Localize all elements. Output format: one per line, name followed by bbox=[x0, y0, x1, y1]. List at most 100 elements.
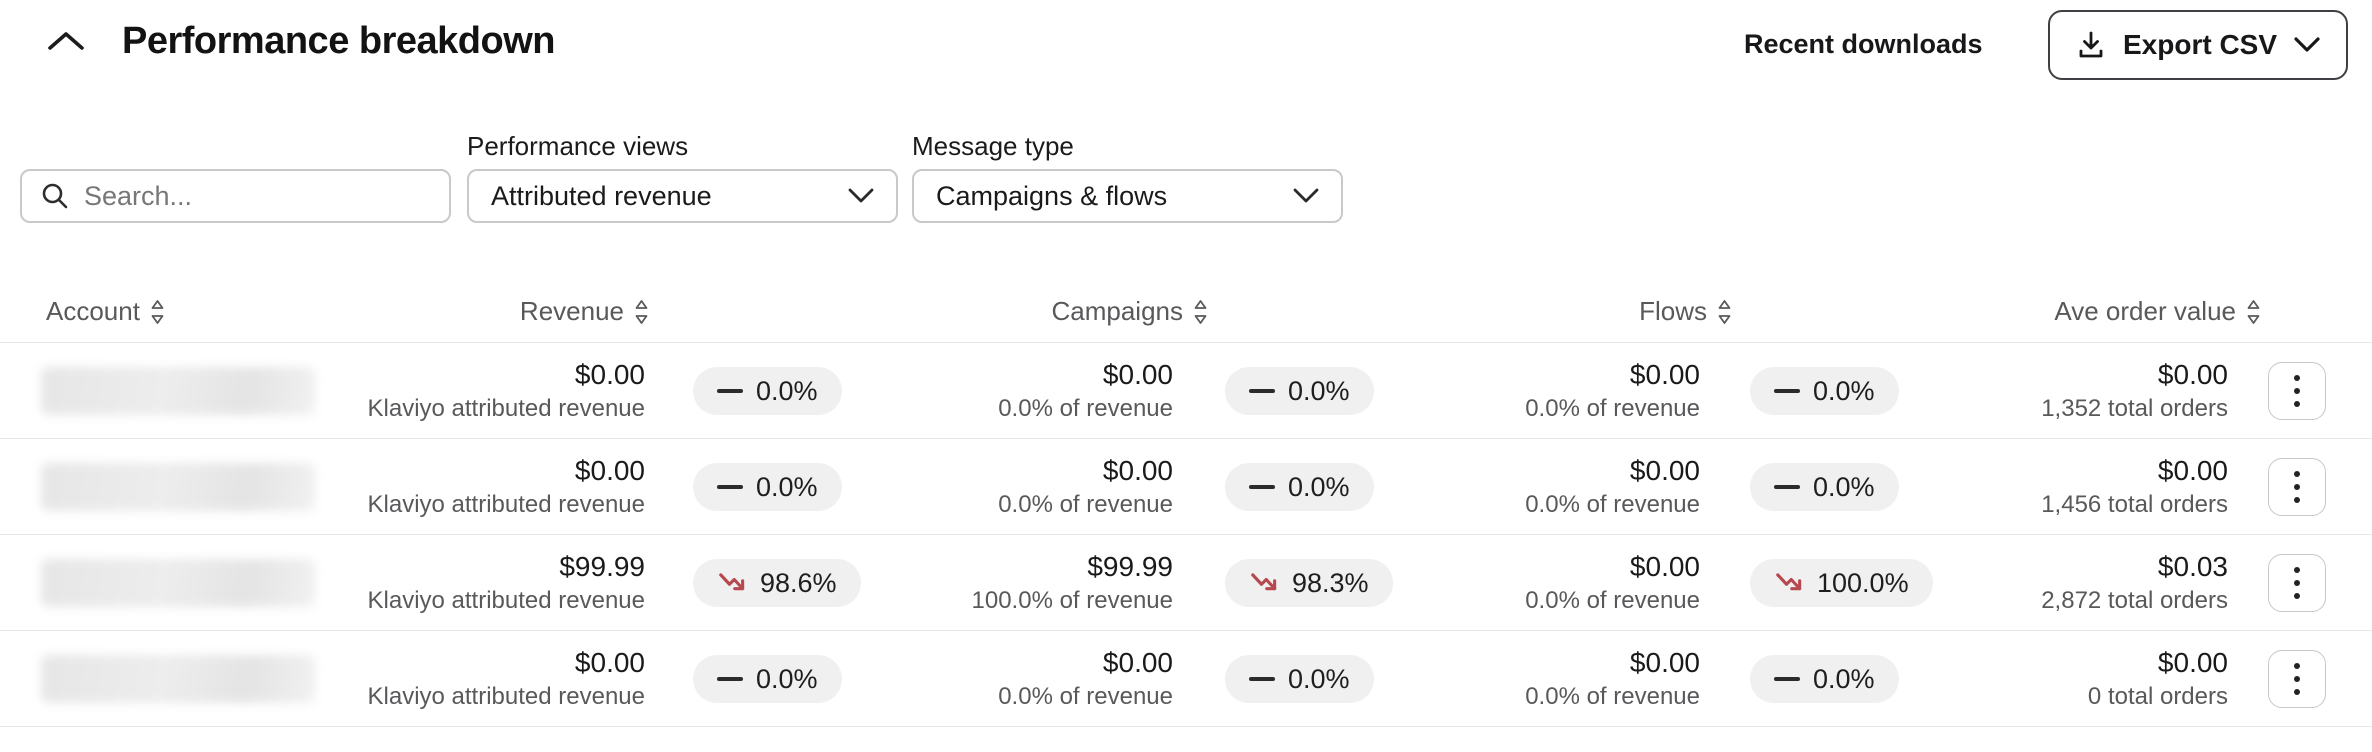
campaigns-cell: $0.00 0.0% of revenue bbox=[998, 453, 1173, 521]
flows-subtext: 0.0% of revenue bbox=[1525, 683, 1700, 710]
ave-order-value-cell: $0.00 0 total orders bbox=[2088, 645, 2228, 713]
kebab-dot bbox=[2294, 484, 2300, 490]
column-header-account[interactable]: Account bbox=[46, 296, 166, 327]
performance-views-dropdown[interactable]: Attributed revenue bbox=[467, 169, 898, 223]
campaigns-change-badge: 0.0% bbox=[1225, 463, 1374, 511]
campaigns-change-badge: 0.0% bbox=[1225, 655, 1374, 703]
campaigns-change-value: 0.0% bbox=[1288, 471, 1350, 502]
campaigns-cell: $99.99 100.0% of revenue bbox=[972, 549, 1173, 617]
kebab-dot bbox=[2294, 663, 2300, 669]
revenue-change-badge: 0.0% bbox=[693, 367, 842, 415]
flows-change-badge: 0.0% bbox=[1750, 655, 1899, 703]
export-csv-button[interactable]: Export CSV bbox=[2048, 10, 2348, 80]
performance-table: Account Revenue Campaigns Flows bbox=[0, 294, 2372, 727]
message-type-dropdown[interactable]: Campaigns & flows bbox=[912, 169, 1343, 223]
row-actions-kebab-button[interactable] bbox=[2268, 458, 2326, 516]
message-type-value: Campaigns & flows bbox=[936, 180, 1168, 211]
search-input[interactable] bbox=[84, 180, 438, 212]
search-box bbox=[20, 169, 451, 223]
account-name-redacted bbox=[41, 367, 315, 415]
page-title: Performance breakdown bbox=[122, 20, 555, 62]
flows-change-value: 100.0% bbox=[1817, 567, 1909, 598]
row-actions-kebab-button[interactable] bbox=[2268, 650, 2326, 708]
column-header-label: Account bbox=[46, 296, 140, 326]
campaigns-cell: $0.00 0.0% of revenue bbox=[998, 357, 1173, 425]
ave-order-value-cell: $0.00 1,352 total orders bbox=[2041, 357, 2228, 425]
flows-value: $0.00 bbox=[1629, 455, 1700, 486]
flows-change-badge: 0.0% bbox=[1750, 463, 1899, 511]
campaigns-subtext: 100.0% of revenue bbox=[971, 587, 1173, 614]
revenue-value: $99.99 bbox=[559, 551, 645, 582]
kebab-dot bbox=[2294, 593, 2300, 599]
kebab-dot bbox=[2294, 401, 2300, 407]
revenue-subtext: Klaviyo attributed revenue bbox=[367, 683, 646, 710]
flows-change-value: 0.0% bbox=[1813, 471, 1875, 502]
chevron-down-icon bbox=[848, 188, 874, 204]
column-header-flows[interactable]: Flows bbox=[1639, 296, 1733, 327]
ave-order-value-cell: $0.00 1,456 total orders bbox=[2041, 453, 2228, 521]
sort-icon bbox=[149, 298, 166, 326]
revenue-value: $0.00 bbox=[574, 455, 645, 486]
campaigns-subtext: 0.0% of revenue bbox=[998, 395, 1173, 422]
campaigns-change-value: 98.3% bbox=[1292, 567, 1369, 598]
ave-order-value-cell: $0.03 2,872 total orders bbox=[2041, 549, 2228, 617]
column-header-label: Ave order value bbox=[2054, 296, 2236, 326]
ave-order-value: $0.00 bbox=[2157, 359, 2228, 390]
flows-change-badge: 100.0% bbox=[1750, 559, 1933, 607]
column-header-revenue[interactable]: Revenue bbox=[520, 296, 650, 327]
flows-value: $0.00 bbox=[1629, 551, 1700, 582]
flows-value: $0.00 bbox=[1629, 647, 1700, 678]
revenue-change-value: 0.0% bbox=[756, 471, 818, 502]
flows-change-badge: 0.0% bbox=[1750, 367, 1899, 415]
revenue-change-value: 0.0% bbox=[756, 663, 818, 694]
flows-cell: $0.00 0.0% of revenue bbox=[1525, 549, 1700, 617]
column-header-ave-order-value[interactable]: Ave order value bbox=[2054, 296, 2262, 327]
revenue-cell: $0.00 Klaviyo attributed revenue bbox=[368, 645, 646, 713]
no-change-dash-icon bbox=[1249, 677, 1275, 681]
campaigns-subtext: 0.0% of revenue bbox=[998, 683, 1173, 710]
no-change-dash-icon bbox=[1774, 485, 1800, 489]
flows-subtext: 0.0% of revenue bbox=[1525, 395, 1700, 422]
sort-icon bbox=[633, 298, 650, 326]
no-change-dash-icon bbox=[717, 389, 743, 393]
collapse-panel-button[interactable] bbox=[46, 24, 90, 58]
column-header-campaigns[interactable]: Campaigns bbox=[1051, 296, 1209, 327]
ave-order-value: $0.00 bbox=[2157, 455, 2228, 486]
flows-subtext: 0.0% of revenue bbox=[1525, 587, 1700, 614]
kebab-dot bbox=[2294, 676, 2300, 682]
total-orders-subtext: 2,872 total orders bbox=[2041, 587, 2228, 614]
chevron-down-icon bbox=[1293, 188, 1319, 204]
flows-subtext: 0.0% of revenue bbox=[1525, 491, 1700, 518]
sort-icon bbox=[1716, 298, 1733, 326]
table-row: $99.99 Klaviyo attributed revenue 98.6% … bbox=[0, 535, 2372, 631]
campaigns-change-badge: 98.3% bbox=[1225, 559, 1393, 607]
flows-cell: $0.00 0.0% of revenue bbox=[1525, 357, 1700, 425]
no-change-dash-icon bbox=[1774, 389, 1800, 393]
revenue-cell: $0.00 Klaviyo attributed revenue bbox=[368, 453, 646, 521]
column-header-label: Flows bbox=[1639, 296, 1707, 326]
row-actions-kebab-button[interactable] bbox=[2268, 554, 2326, 612]
flows-change-value: 0.0% bbox=[1813, 375, 1875, 406]
campaigns-value: $0.00 bbox=[1102, 647, 1173, 678]
kebab-dot bbox=[2294, 580, 2300, 586]
column-header-label: Campaigns bbox=[1051, 296, 1183, 326]
table-row: $0.00 Klaviyo attributed revenue 0.0% $0… bbox=[0, 439, 2372, 535]
row-actions-kebab-button[interactable] bbox=[2268, 362, 2326, 420]
revenue-value: $0.00 bbox=[574, 359, 645, 390]
no-change-dash-icon bbox=[1774, 677, 1800, 681]
account-name-redacted bbox=[41, 559, 315, 607]
campaigns-cell: $0.00 0.0% of revenue bbox=[998, 645, 1173, 713]
campaigns-change-badge: 0.0% bbox=[1225, 367, 1374, 415]
total-orders-subtext: 1,456 total orders bbox=[2041, 491, 2228, 518]
revenue-change-value: 98.6% bbox=[760, 567, 837, 598]
kebab-dot bbox=[2294, 689, 2300, 695]
campaigns-value: $0.00 bbox=[1102, 359, 1173, 390]
no-change-dash-icon bbox=[1249, 485, 1275, 489]
ave-order-value: $0.00 bbox=[2157, 647, 2228, 678]
no-change-dash-icon bbox=[717, 677, 743, 681]
total-orders-subtext: 0 total orders bbox=[2087, 683, 2228, 710]
recent-downloads-link[interactable]: Recent downloads bbox=[1744, 29, 1983, 59]
chevron-down-icon bbox=[2293, 36, 2321, 54]
table-header-row: Account Revenue Campaigns Flows bbox=[0, 294, 2372, 343]
